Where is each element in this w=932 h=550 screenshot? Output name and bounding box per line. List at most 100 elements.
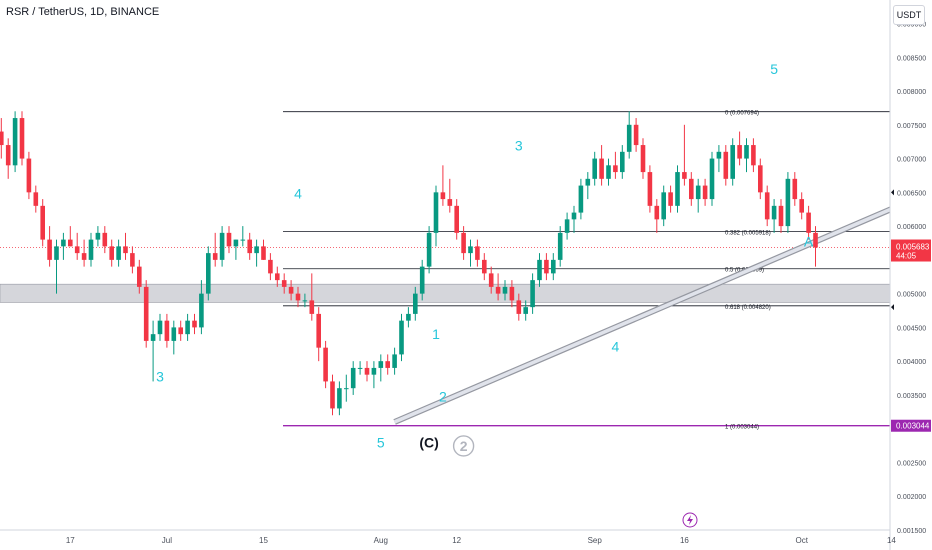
candle-body[interactable] xyxy=(226,232,232,247)
candle-body[interactable] xyxy=(695,185,701,200)
candle-body[interactable] xyxy=(585,178,591,186)
candle-body[interactable] xyxy=(758,165,763,193)
candle-body[interactable] xyxy=(302,300,308,302)
candle-body[interactable] xyxy=(54,246,59,260)
wave-label[interactable]: (C) xyxy=(419,435,438,451)
candle-body[interactable] xyxy=(413,293,418,314)
candle-body[interactable] xyxy=(792,178,798,200)
candle-body[interactable] xyxy=(143,286,149,341)
candle-body[interactable] xyxy=(419,266,425,294)
candle-body[interactable] xyxy=(206,253,211,294)
candle-body[interactable] xyxy=(185,320,190,335)
candle-body[interactable] xyxy=(633,124,639,146)
candle-body[interactable] xyxy=(557,232,563,260)
candle-body[interactable] xyxy=(778,205,784,227)
candle-body[interactable] xyxy=(281,280,287,287)
wave-label[interactable]: 3 xyxy=(156,368,164,384)
wave-label[interactable]: 5 xyxy=(377,435,385,451)
candle-body[interactable] xyxy=(578,185,584,213)
candle-body[interactable] xyxy=(364,367,370,375)
candle-body[interactable] xyxy=(88,239,94,260)
candle-body[interactable] xyxy=(813,232,818,248)
candle-body[interactable] xyxy=(212,253,218,260)
candle-body[interactable] xyxy=(675,172,680,206)
candle-body[interactable] xyxy=(751,145,756,166)
candle-body[interactable] xyxy=(730,145,735,179)
wave-label[interactable]: 4 xyxy=(294,185,302,201)
candle-body[interactable] xyxy=(571,212,577,220)
candle-body[interactable] xyxy=(702,185,708,200)
candle-body[interactable] xyxy=(33,192,39,206)
candle-body[interactable] xyxy=(130,253,135,267)
candle-body[interactable] xyxy=(371,367,377,375)
candle-body[interactable] xyxy=(12,118,18,166)
currency-unit-button[interactable]: USDT xyxy=(893,5,925,25)
candle-body[interactable] xyxy=(164,320,170,341)
candle-body[interactable] xyxy=(716,151,722,159)
candle-body[interactable] xyxy=(744,145,749,159)
candle-body[interactable] xyxy=(254,246,259,254)
candle-body[interactable] xyxy=(592,158,597,179)
candle-body[interactable] xyxy=(344,388,349,390)
candle-body[interactable] xyxy=(771,205,777,220)
candle-body[interactable] xyxy=(482,259,487,274)
candle-body[interactable] xyxy=(447,199,453,206)
candle-body[interactable] xyxy=(426,232,432,267)
candle-body[interactable] xyxy=(61,239,66,247)
candle-body[interactable] xyxy=(171,327,177,341)
candle-body[interactable] xyxy=(640,145,646,173)
candle-body[interactable] xyxy=(785,178,791,227)
candle-body[interactable] xyxy=(219,232,225,260)
candle-body[interactable] xyxy=(309,300,315,314)
circled-wave-marker[interactable] xyxy=(452,435,475,457)
candle-body[interactable] xyxy=(392,354,397,368)
candle-body[interactable] xyxy=(799,199,804,213)
candle-body[interactable] xyxy=(551,259,556,274)
candle-body[interactable] xyxy=(68,239,73,247)
candle-body[interactable] xyxy=(40,205,45,240)
candle-body[interactable] xyxy=(620,151,625,173)
candle-body[interactable] xyxy=(495,286,501,294)
candle-body[interactable] xyxy=(461,232,466,254)
candle-body[interactable] xyxy=(723,151,729,179)
candle-body[interactable] xyxy=(316,313,321,348)
candle-body[interactable] xyxy=(288,286,294,294)
candle-body[interactable] xyxy=(240,239,246,241)
candle-body[interactable] xyxy=(5,145,11,166)
candle-body[interactable] xyxy=(19,118,25,159)
candle-body[interactable] xyxy=(530,280,535,308)
candle-body[interactable] xyxy=(626,124,632,152)
candle-body[interactable] xyxy=(661,192,666,220)
candle-body[interactable] xyxy=(95,232,101,240)
candle-body[interactable] xyxy=(323,347,328,382)
candle-body[interactable] xyxy=(357,367,363,369)
wave-label[interactable]: 5 xyxy=(770,61,778,77)
candle-body[interactable] xyxy=(192,320,197,328)
candle-body[interactable] xyxy=(668,192,673,206)
candle-body[interactable] xyxy=(454,205,459,233)
candle-body[interactable] xyxy=(268,259,273,274)
candle-body[interactable] xyxy=(682,172,687,179)
candle-body[interactable] xyxy=(337,388,342,409)
candle-body[interactable] xyxy=(261,246,266,260)
wave-label[interactable]: 1 xyxy=(432,326,440,342)
candle-body[interactable] xyxy=(123,246,128,254)
candle-body[interactable] xyxy=(523,307,528,314)
candle-body[interactable] xyxy=(385,361,390,368)
candle-body[interactable] xyxy=(102,232,108,247)
candle-body[interactable] xyxy=(47,239,52,260)
candle-body[interactable] xyxy=(247,239,252,254)
candle-body[interactable] xyxy=(81,253,87,260)
wave-label[interactable]: 3 xyxy=(515,137,523,153)
candle-body[interactable] xyxy=(544,259,549,274)
candle-body[interactable] xyxy=(150,334,156,341)
wave-label[interactable]: 2 xyxy=(439,389,447,405)
candle-body[interactable] xyxy=(199,293,204,328)
candle-body[interactable] xyxy=(74,246,80,254)
candle-body[interactable] xyxy=(295,293,301,301)
candle-body[interactable] xyxy=(502,286,508,294)
candle-body[interactable] xyxy=(26,158,32,193)
candle-body[interactable] xyxy=(433,192,439,233)
candle-body[interactable] xyxy=(137,266,142,287)
